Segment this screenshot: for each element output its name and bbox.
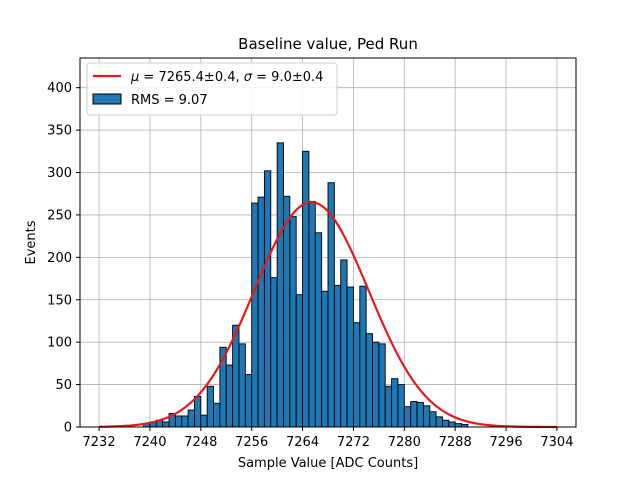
legend-mu-value: = 7265.4±0.4,	[139, 70, 243, 85]
histogram-bar	[251, 202, 259, 428]
histogram-bar	[397, 384, 405, 428]
histogram-bar	[276, 142, 284, 428]
x-tick-label: 7272	[337, 435, 370, 450]
histogram-bar	[187, 409, 195, 428]
legend-sigma-value: = 9.0±0.4	[252, 70, 323, 85]
histogram-bar	[340, 259, 348, 428]
histogram-bar	[263, 170, 272, 428]
y-tick-label: 50	[55, 378, 72, 393]
y-axis-ticks: 0 50 100 150 200 250 300 350 400	[47, 81, 80, 436]
legend-sigma-symbol: σ	[244, 70, 253, 85]
histogram-bar	[416, 401, 424, 428]
legend-histogram-swatch	[92, 93, 122, 105]
histogram-bar	[257, 196, 265, 428]
histogram-bar	[225, 364, 234, 428]
y-tick-label: 300	[47, 166, 72, 181]
histogram-bar	[359, 285, 367, 428]
x-tick-label: 7304	[540, 435, 573, 450]
legend-box	[86, 62, 338, 116]
x-tick-label: 7296	[490, 435, 523, 450]
x-tick-label: 7232	[83, 435, 116, 450]
plot-frame	[79, 57, 577, 428]
histogram-bar	[435, 416, 443, 428]
y-tick-label: 150	[47, 293, 72, 308]
histogram-bar	[454, 423, 462, 428]
histogram-bar	[403, 406, 412, 428]
legend-mu-symbol: μ	[130, 70, 139, 85]
x-tick-label: 7240	[133, 435, 166, 450]
legend: μ = 7265.4±0.4, σ = 9.0±0.4 RMS = 9.07	[86, 62, 338, 116]
histogram-bar	[321, 290, 329, 428]
histogram-bar	[289, 216, 297, 428]
histogram-bar	[295, 294, 304, 428]
histogram-bar	[346, 286, 354, 428]
legend-fit-label: μ = 7265.4±0.4, σ = 9.0±0.4	[130, 70, 323, 85]
histogram-bar	[181, 415, 189, 428]
y-tick-label: 350	[47, 124, 72, 139]
histogram-bar	[238, 343, 246, 428]
x-tick-label: 7264	[286, 435, 319, 450]
histogram-bar	[200, 414, 208, 428]
histogram-bar	[352, 322, 361, 428]
chart-title: Baseline value, Ped Run	[238, 35, 418, 53]
histogram-bar	[174, 415, 183, 428]
histogram-bar	[391, 378, 399, 428]
histogram-bar	[384, 385, 393, 428]
y-tick-label: 100	[47, 336, 72, 351]
histogram-bar	[448, 421, 456, 428]
x-tick-label: 7248	[184, 435, 217, 450]
histogram-bar	[378, 343, 386, 428]
histogram-bar	[429, 411, 437, 428]
histogram-bar	[244, 373, 253, 428]
y-tick-label: 200	[47, 251, 72, 266]
gaussian-fit-curve	[99, 201, 557, 429]
legend-histogram-label: RMS = 9.07	[131, 93, 208, 108]
histogram-bar	[372, 341, 380, 428]
x-tick-label: 7288	[439, 435, 472, 450]
histogram-bar	[422, 405, 431, 428]
histogram-bar	[206, 385, 214, 428]
histogram-bar	[365, 333, 373, 428]
y-tick-label: 0	[64, 421, 72, 436]
x-tick-label: 7256	[235, 435, 268, 450]
y-axis-label: Events	[24, 220, 39, 264]
histogram-bar	[410, 401, 418, 428]
histogram-bar	[314, 232, 323, 428]
x-tick-label: 7280	[388, 435, 421, 450]
histogram-bar	[162, 421, 170, 428]
histogram-bar	[283, 195, 291, 428]
histogram-bar	[308, 200, 316, 428]
histogram-bar	[213, 402, 221, 428]
histogram-bar	[194, 396, 202, 428]
histogram-bar	[302, 150, 310, 428]
x-axis-ticks: 7232 7240 7248 7256 7264 7272 7280 7288 7296 7304	[83, 427, 573, 450]
histogram-bar	[442, 419, 450, 428]
histogram-bars	[143, 142, 469, 428]
histogram-bar	[333, 284, 342, 428]
histogram-bar	[270, 277, 278, 428]
y-tick-label: 400	[47, 81, 72, 96]
x-axis-label: Sample Value [ADC Counts]	[238, 456, 418, 471]
y-tick-label: 250	[47, 208, 72, 223]
